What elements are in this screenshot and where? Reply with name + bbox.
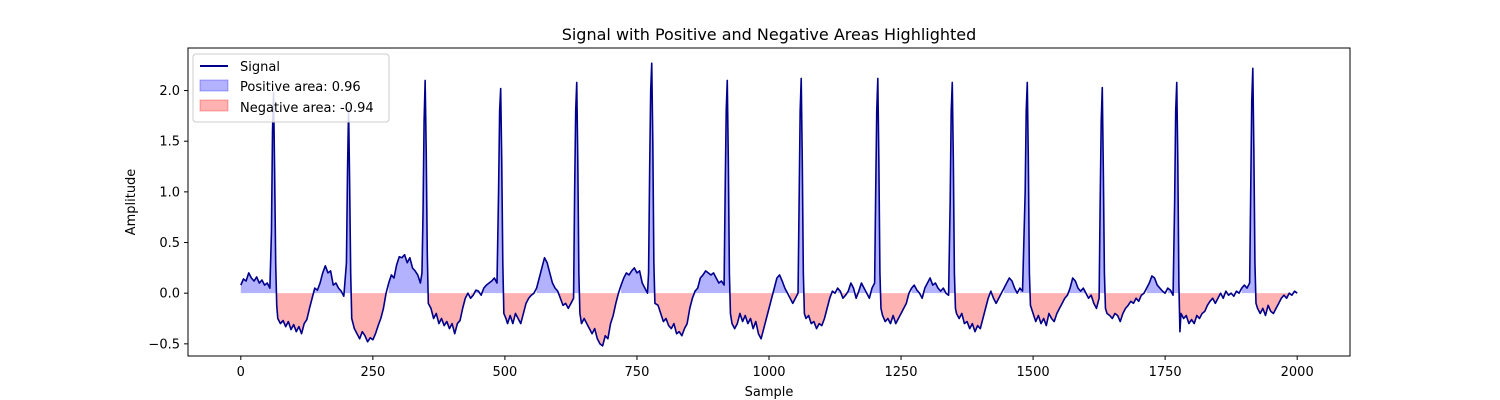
legend-positive-swatch — [199, 79, 229, 92]
positive-area — [240, 92, 277, 294]
legend-signal-label: Signal — [240, 60, 280, 75]
x-axis: 0 250 500 750 1000 1250 1500 1750 2000 — [237, 356, 1314, 380]
positive-area — [313, 265, 343, 294]
legend-negative-label: Negative area: -0.94 — [240, 101, 374, 116]
x-tick-label: 2000 — [1281, 365, 1314, 380]
y-tick-label: −0.5 — [148, 337, 180, 352]
positive-area — [1146, 275, 1166, 294]
y-axis: −0.5 0.0 0.5 1.0 1.5 2.0 — [148, 84, 188, 352]
x-tick-label: 1500 — [1017, 365, 1050, 380]
x-tick-label: 750 — [625, 365, 650, 380]
y-tick-label: 1.0 — [159, 185, 180, 200]
signal-line — [240, 62, 1298, 347]
positive-area — [923, 277, 946, 294]
negative-area — [428, 293, 468, 334]
negative-area — [654, 293, 695, 336]
negative-area — [1088, 293, 1100, 309]
y-tick-label: 0.0 — [159, 287, 180, 302]
y-axis-title: Amplitude — [124, 169, 139, 236]
x-tick-label: 500 — [492, 365, 517, 380]
legend-box — [192, 53, 390, 123]
plot-area — [240, 62, 1298, 347]
legend-negative-swatch — [199, 99, 229, 112]
x-tick-label: 250 — [360, 365, 385, 380]
negative-area — [991, 293, 1002, 304]
x-tick-label: 1750 — [1149, 365, 1182, 380]
positive-area — [694, 80, 730, 294]
y-tick-label: 2.0 — [159, 84, 180, 99]
positive-area — [388, 80, 429, 294]
x-tick-label: 0 — [237, 365, 245, 380]
y-tick-label: 1.5 — [159, 135, 180, 150]
x-axis-title: Sample — [745, 385, 794, 400]
legend: Signal Positive area: 0.96 Negative area… — [192, 53, 390, 123]
x-tick-label: 1250 — [884, 365, 917, 380]
legend-positive-label: Positive area: 0.96 — [240, 80, 361, 95]
x-tick-label: 1000 — [752, 365, 785, 380]
chart-title: Signal with Positive and Negative Areas … — [562, 25, 977, 44]
negative-area — [880, 293, 909, 324]
negative-area — [351, 293, 387, 342]
negative-area — [729, 293, 773, 339]
y-tick-label: 0.5 — [159, 236, 180, 251]
